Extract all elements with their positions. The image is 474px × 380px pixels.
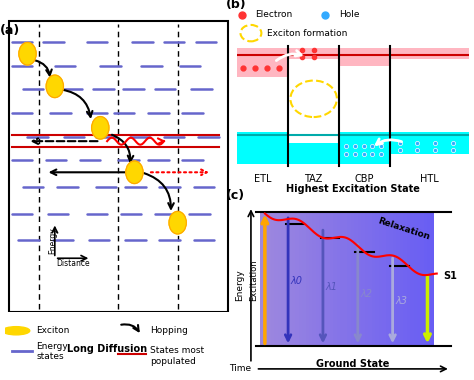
Circle shape <box>126 161 143 184</box>
Polygon shape <box>319 212 323 346</box>
Polygon shape <box>410 212 413 346</box>
Text: TAZ: TAZ <box>304 174 323 184</box>
Polygon shape <box>323 212 327 346</box>
Polygon shape <box>420 212 424 346</box>
Text: (b): (b) <box>226 0 246 11</box>
Polygon shape <box>358 212 361 346</box>
Text: ETL: ETL <box>254 174 271 184</box>
Text: S1: S1 <box>444 271 457 281</box>
Polygon shape <box>424 212 428 346</box>
Text: Hopping: Hopping <box>150 326 188 335</box>
Text: Highest Excitation State: Highest Excitation State <box>286 184 420 194</box>
Polygon shape <box>299 212 302 346</box>
Polygon shape <box>264 212 267 346</box>
Polygon shape <box>295 212 299 346</box>
Circle shape <box>46 75 64 98</box>
Text: Hole: Hole <box>339 10 360 19</box>
Polygon shape <box>413 212 417 346</box>
Text: Energy: Energy <box>235 269 244 301</box>
Polygon shape <box>309 212 312 346</box>
Polygon shape <box>288 212 292 346</box>
Text: CBP: CBP <box>355 174 374 184</box>
Polygon shape <box>271 212 274 346</box>
Text: (a): (a) <box>0 24 20 37</box>
FancyBboxPatch shape <box>339 48 390 66</box>
Polygon shape <box>284 212 288 346</box>
Polygon shape <box>302 212 306 346</box>
Polygon shape <box>372 212 375 346</box>
Polygon shape <box>306 212 309 346</box>
Polygon shape <box>333 212 337 346</box>
Polygon shape <box>386 212 389 346</box>
Text: Energy: Energy <box>48 227 57 254</box>
Text: λ3: λ3 <box>395 296 407 306</box>
Text: Exciton formation: Exciton formation <box>267 28 347 38</box>
Polygon shape <box>281 212 284 346</box>
Text: Relaxation: Relaxation <box>376 216 431 242</box>
Text: Exciton: Exciton <box>36 326 70 335</box>
Polygon shape <box>396 212 400 346</box>
FancyBboxPatch shape <box>288 48 339 59</box>
Polygon shape <box>340 212 344 346</box>
Text: HTL: HTL <box>420 174 439 184</box>
Polygon shape <box>354 212 358 346</box>
Polygon shape <box>365 212 368 346</box>
Text: Electron: Electron <box>255 10 293 19</box>
Polygon shape <box>392 212 396 346</box>
Polygon shape <box>337 212 340 346</box>
Polygon shape <box>278 212 281 346</box>
Text: Time: Time <box>229 364 251 374</box>
Circle shape <box>169 211 186 234</box>
Polygon shape <box>431 212 434 346</box>
Text: Ground State: Ground State <box>317 359 390 369</box>
Text: Energy
states: Energy states <box>36 342 68 361</box>
Text: (c): (c) <box>226 189 245 202</box>
Polygon shape <box>351 212 354 346</box>
Text: λ0: λ0 <box>291 276 302 286</box>
Text: λ2: λ2 <box>360 289 372 299</box>
Text: Long Diffusion: Long Diffusion <box>67 344 147 354</box>
Polygon shape <box>327 212 330 346</box>
Polygon shape <box>260 212 264 346</box>
Polygon shape <box>316 212 319 346</box>
Circle shape <box>2 327 30 335</box>
Text: States most
populated: States most populated <box>150 346 204 366</box>
Polygon shape <box>403 212 407 346</box>
FancyBboxPatch shape <box>237 131 288 165</box>
Circle shape <box>19 43 36 65</box>
Polygon shape <box>274 212 278 346</box>
Polygon shape <box>375 212 379 346</box>
Polygon shape <box>407 212 410 346</box>
Polygon shape <box>292 212 295 346</box>
Polygon shape <box>347 212 351 346</box>
Polygon shape <box>400 212 403 346</box>
FancyBboxPatch shape <box>390 131 469 154</box>
Polygon shape <box>312 212 316 346</box>
Polygon shape <box>417 212 420 346</box>
Polygon shape <box>368 212 372 346</box>
Text: λ1: λ1 <box>325 282 337 292</box>
Circle shape <box>91 117 109 139</box>
Polygon shape <box>267 212 271 346</box>
Polygon shape <box>382 212 386 346</box>
FancyBboxPatch shape <box>9 21 228 312</box>
Polygon shape <box>379 212 382 346</box>
Polygon shape <box>361 212 365 346</box>
FancyBboxPatch shape <box>288 142 339 165</box>
Polygon shape <box>330 212 333 346</box>
FancyBboxPatch shape <box>339 131 390 165</box>
Text: Excitation: Excitation <box>249 259 258 301</box>
Text: Distance: Distance <box>56 259 90 268</box>
Polygon shape <box>389 212 392 346</box>
FancyBboxPatch shape <box>237 48 288 77</box>
FancyBboxPatch shape <box>390 48 469 59</box>
Polygon shape <box>428 212 431 346</box>
Polygon shape <box>344 212 347 346</box>
